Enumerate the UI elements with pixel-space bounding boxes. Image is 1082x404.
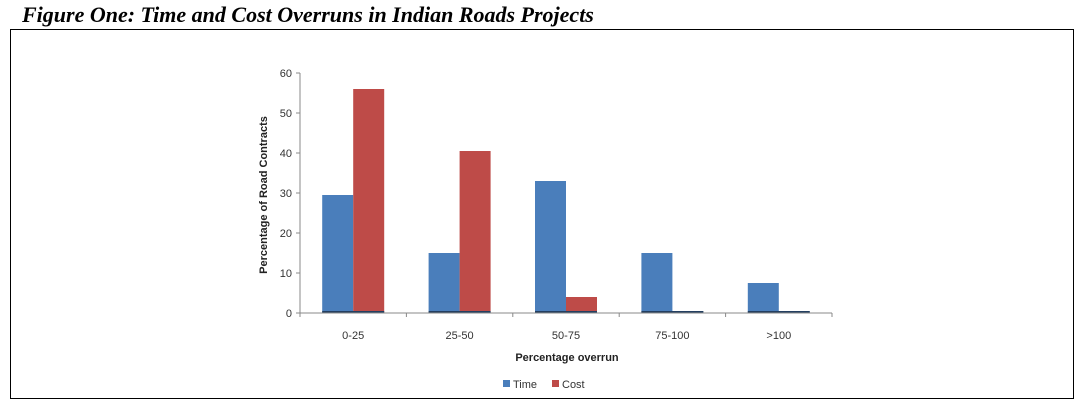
- x-tick-label: 50-75: [552, 330, 580, 342]
- bar-base-1: [428, 311, 491, 313]
- y-axis: 0 10 20 30 40 50 60: [280, 68, 301, 320]
- bar-base-4: [747, 311, 810, 313]
- bar-base-3: [641, 311, 704, 313]
- x-tick-label: >100: [766, 330, 791, 342]
- bars: [322, 89, 810, 313]
- legend-swatch-cost: [552, 380, 559, 387]
- bar-time-2: [535, 181, 566, 313]
- y-tick-label: 10: [280, 268, 292, 280]
- bar-time-0: [322, 195, 354, 313]
- y-axis-label: Percentage of Road Contracts: [258, 116, 270, 274]
- bar-cost-2: [566, 297, 597, 313]
- chart-frame: [10, 29, 1074, 399]
- x-tick-label: 25-50: [446, 330, 474, 342]
- y-tick-label: 50: [280, 108, 292, 120]
- x-tick-label: 0-25: [342, 330, 364, 342]
- bar-time-3: [641, 253, 673, 313]
- legend-swatch-time: [503, 380, 510, 387]
- x-axis-label: Percentage overrun: [515, 352, 619, 364]
- y-tick-label: 40: [280, 148, 292, 160]
- bar-time-1: [428, 253, 460, 313]
- y-tick-label: 60: [280, 68, 292, 80]
- figure-title: Figure One: Time and Cost Overruns in In…: [22, 2, 594, 27]
- y-tick-label: 30: [280, 188, 292, 200]
- legend-label-cost: Cost: [562, 379, 585, 391]
- y-tick-label: 20: [280, 228, 292, 240]
- bar-cost-0: [353, 89, 385, 313]
- bar-cost-1: [459, 151, 491, 313]
- x-axis: 0-25 25-50 50-75 75-100 >100: [299, 313, 833, 342]
- bar-base-0: [322, 311, 385, 313]
- x-tick-label: 75-100: [655, 330, 689, 342]
- y-tick-label: 0: [286, 308, 292, 320]
- legend-label-time: Time: [513, 379, 537, 391]
- bar-base-2: [535, 311, 597, 313]
- bar-time-4: [747, 283, 779, 313]
- legend: Time Cost: [503, 379, 585, 391]
